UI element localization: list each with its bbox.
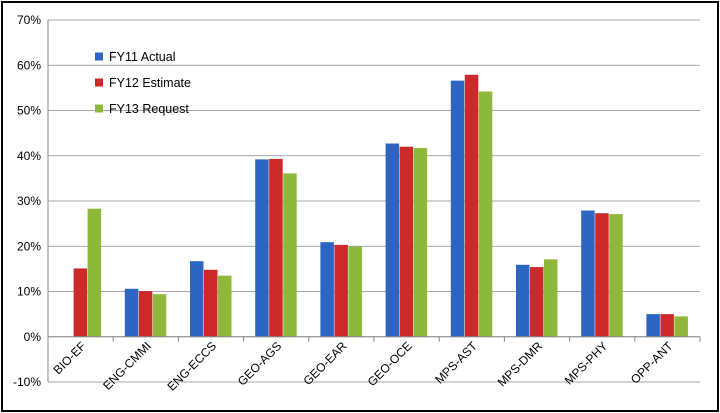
bar bbox=[530, 267, 544, 337]
bar bbox=[283, 173, 297, 337]
bar bbox=[413, 148, 428, 337]
bar bbox=[255, 159, 269, 337]
bar bbox=[218, 275, 232, 337]
bar bbox=[73, 268, 88, 337]
bar bbox=[399, 146, 414, 337]
x-tick-label: GEO-AGS bbox=[235, 339, 285, 389]
x-tick-label: MPS-AST bbox=[432, 339, 480, 387]
x-tick-label: MPS-PHY bbox=[562, 339, 611, 388]
x-tick-label: GEO-OCE bbox=[365, 339, 415, 389]
y-tick-label: -10% bbox=[13, 375, 41, 389]
bar bbox=[334, 244, 348, 337]
x-tick-label: ENG-CMMI bbox=[100, 339, 154, 393]
y-tick-label: 10% bbox=[17, 285, 41, 299]
bar bbox=[660, 314, 674, 337]
bar bbox=[204, 269, 218, 337]
bar bbox=[190, 261, 204, 337]
legend-swatch bbox=[95, 104, 103, 113]
bar bbox=[595, 213, 609, 337]
legend-label: FY13 Request bbox=[109, 102, 189, 116]
y-tick-label: 50% bbox=[17, 104, 41, 118]
x-tick-label: OPP-ANT bbox=[628, 339, 676, 387]
y-tick-label: 30% bbox=[17, 194, 41, 208]
bar bbox=[609, 214, 623, 337]
legend: FY11 Actual FY12 Estimate FY13 Request bbox=[95, 50, 191, 116]
legend-swatch bbox=[95, 78, 103, 87]
bar bbox=[646, 314, 660, 337]
bar bbox=[138, 291, 153, 337]
y-tick-label: 40% bbox=[17, 149, 41, 163]
bars bbox=[73, 74, 688, 337]
bar bbox=[385, 143, 400, 337]
x-tick-label: BIO-EF bbox=[51, 339, 89, 377]
bar bbox=[87, 208, 102, 337]
legend-label: FY11 Actual bbox=[109, 50, 175, 64]
y-tick-label: 60% bbox=[17, 58, 41, 72]
y-tick-label: 20% bbox=[17, 239, 41, 253]
bar bbox=[348, 246, 362, 337]
bar bbox=[450, 80, 465, 337]
y-tick-label: 70% bbox=[17, 13, 41, 27]
y-tick-label: 0% bbox=[24, 330, 42, 344]
bar bbox=[152, 294, 167, 337]
bar bbox=[674, 316, 688, 337]
bar bbox=[478, 91, 493, 337]
x-axis: BIO-EF ENG-CMMI ENG-ECCS GEO-AGS GEO-EAR GEO-… bbox=[48, 336, 701, 394]
legend-swatch bbox=[95, 52, 103, 61]
bar bbox=[516, 264, 530, 337]
bar bbox=[269, 158, 283, 337]
bar bbox=[581, 210, 595, 337]
x-tick-label: ENG-ECCS bbox=[164, 339, 219, 394]
y-axis: -10% 0% 10% 20% 30% 40% 50% 60% 70% bbox=[13, 13, 49, 389]
bar bbox=[124, 288, 139, 337]
bar bbox=[544, 259, 558, 337]
legend-label: FY12 Estimate bbox=[109, 76, 191, 90]
bar bbox=[320, 242, 334, 337]
x-tick-label: GEO-EAR bbox=[300, 339, 349, 388]
bar bbox=[464, 74, 479, 337]
